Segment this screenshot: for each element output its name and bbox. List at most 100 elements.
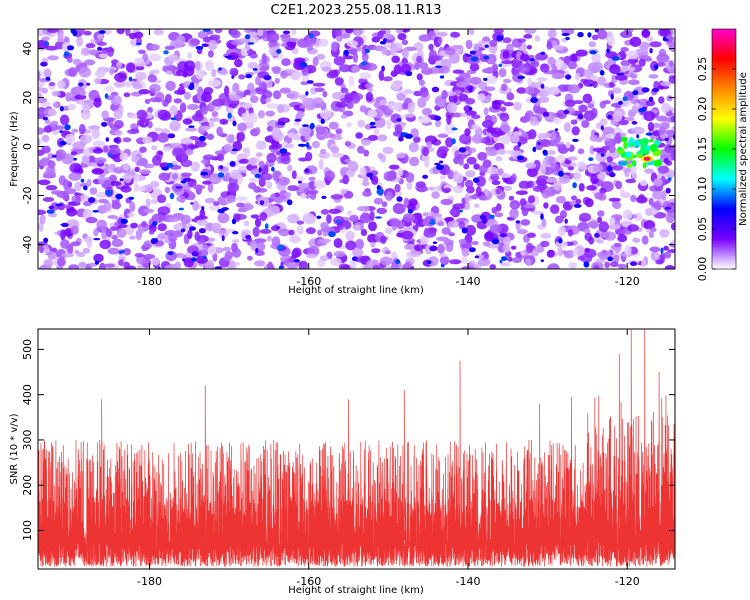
spectrogram-blob xyxy=(381,47,389,55)
spectrogram-hotspot xyxy=(167,251,174,256)
spectrogram-blob xyxy=(464,193,470,204)
spectrogram-blob xyxy=(148,230,155,235)
spectrogram-hotspot xyxy=(499,259,503,264)
spectrogram-blob xyxy=(627,66,636,72)
y-tick-label: 40 xyxy=(21,42,34,56)
spectrogram-blob xyxy=(590,107,598,119)
spectrogram-hotspot xyxy=(61,222,69,228)
spectrogram-blob xyxy=(182,118,193,125)
spectrogram-blob xyxy=(43,125,52,133)
spectrogram-blob xyxy=(331,152,344,158)
spectrogram-blob xyxy=(101,228,108,240)
spectrogram-blob xyxy=(190,161,200,172)
spectrogram-blob xyxy=(340,114,348,119)
spectrogram-blob xyxy=(150,69,160,75)
spectrogram-blob xyxy=(333,250,346,258)
spectrogram-blob xyxy=(527,195,536,204)
spectrogram-blob xyxy=(90,39,96,44)
spectrogram-blob xyxy=(537,96,550,103)
spectrogram-blob xyxy=(172,173,179,180)
spectrogram-blob xyxy=(540,63,550,73)
spectrogram-hotspot xyxy=(328,231,336,238)
spectrogram-blob xyxy=(296,220,304,225)
spectrogram-hotspot xyxy=(439,75,445,79)
spectrogram-blob xyxy=(261,53,267,64)
spectrogram-blob xyxy=(326,71,339,79)
spectrogram-hotspot xyxy=(344,49,349,57)
spectrogram-blob xyxy=(236,202,245,208)
spectrogram-blob xyxy=(500,262,511,267)
spectrogram-blob xyxy=(103,145,109,153)
spectrogram-blob xyxy=(509,203,520,209)
spectrogram-blob xyxy=(526,232,536,238)
spectrogram-blob xyxy=(421,66,431,71)
spectrogram-hotspot xyxy=(120,218,128,224)
spectrogram-blob xyxy=(656,115,668,122)
spectrogram-blob xyxy=(39,214,46,225)
spectrogram-blob xyxy=(346,122,352,128)
spectrogram-cluster-blob xyxy=(617,146,622,151)
spectrogram-blob xyxy=(70,87,78,97)
spectrogram-panel: -180 -160 -140 -120 -40 -20 0 20 40 Height of st… xyxy=(9,28,676,296)
spectrogram-hotspot xyxy=(484,44,489,48)
spectrogram-blob xyxy=(357,205,370,212)
spectrogram-blob xyxy=(320,109,332,120)
spectrogram-blob xyxy=(461,247,470,257)
spectrogram-blob xyxy=(388,164,400,170)
spectrogram-blob xyxy=(401,47,409,59)
spectrogram-hotspot xyxy=(589,50,597,55)
spectrogram-blob xyxy=(345,240,357,251)
spectrogram-blob xyxy=(254,127,261,135)
spectrogram-blob xyxy=(105,228,112,238)
spectrogram-blob xyxy=(81,103,90,113)
spectrogram-hotspot xyxy=(161,166,169,171)
spectrogram-blob xyxy=(197,239,206,245)
spectrogram-blob xyxy=(122,163,130,171)
spectrogram-blob xyxy=(384,227,393,235)
spectrogram-blob xyxy=(278,176,291,186)
spectrogram-blob xyxy=(509,134,520,143)
spectrogram-blob xyxy=(588,41,597,48)
spectrogram-blob xyxy=(187,103,199,111)
spectrogram-hotspot xyxy=(451,127,458,131)
spectrogram-blob xyxy=(505,150,517,155)
spectrogram-blob xyxy=(54,41,65,50)
spectrogram-hotspot xyxy=(305,142,310,148)
spectrogram-blob xyxy=(445,137,454,148)
spectrogram-blob xyxy=(421,107,433,116)
spectrogram-blob xyxy=(270,142,282,150)
spectrogram-blob xyxy=(357,119,366,128)
spectrogram-blob xyxy=(138,227,144,235)
colorbar: 0.00 0.05 0.10 0.15 0.20 0.25 Normalized spec… xyxy=(696,28,749,281)
spectrogram-blob xyxy=(612,87,622,94)
spectrogram-hotspot xyxy=(599,70,605,76)
spectrogram-hotspot xyxy=(264,223,269,230)
spectrogram-blob xyxy=(258,178,266,187)
spectrogram-blob xyxy=(615,180,623,190)
spectrogram-cluster-blob xyxy=(626,164,633,168)
spectrogram-blob xyxy=(346,40,359,47)
spectrogram-hotspot xyxy=(201,255,207,259)
spectrogram-hotspot xyxy=(276,49,282,54)
spectrogram-blob xyxy=(57,31,64,43)
spectrogram-blob xyxy=(458,238,467,245)
spectrogram-hotspot xyxy=(200,171,209,176)
spectrogram-blob xyxy=(644,168,654,174)
spectrogram-blob xyxy=(500,83,508,92)
spectrogram-blob xyxy=(607,35,615,47)
spectrogram-blob xyxy=(359,166,367,177)
spectrogram-blob xyxy=(485,149,499,157)
spectrogram-blob xyxy=(257,110,265,119)
spectrogram-blob xyxy=(465,179,474,189)
spectrogram-blob xyxy=(447,220,460,228)
spectrogram-blob xyxy=(298,260,309,269)
spectrogram-blob xyxy=(473,163,480,170)
spectrogram-blob xyxy=(416,73,423,81)
spectrogram-blob xyxy=(459,133,472,145)
spectrogram-blob xyxy=(96,219,107,230)
spectrogram-blob xyxy=(578,212,592,222)
spectrogram-blob xyxy=(250,214,260,219)
spectrogram-blob xyxy=(638,194,646,203)
spectrogram-blob xyxy=(347,161,359,172)
spectrogram-blob xyxy=(605,133,616,138)
